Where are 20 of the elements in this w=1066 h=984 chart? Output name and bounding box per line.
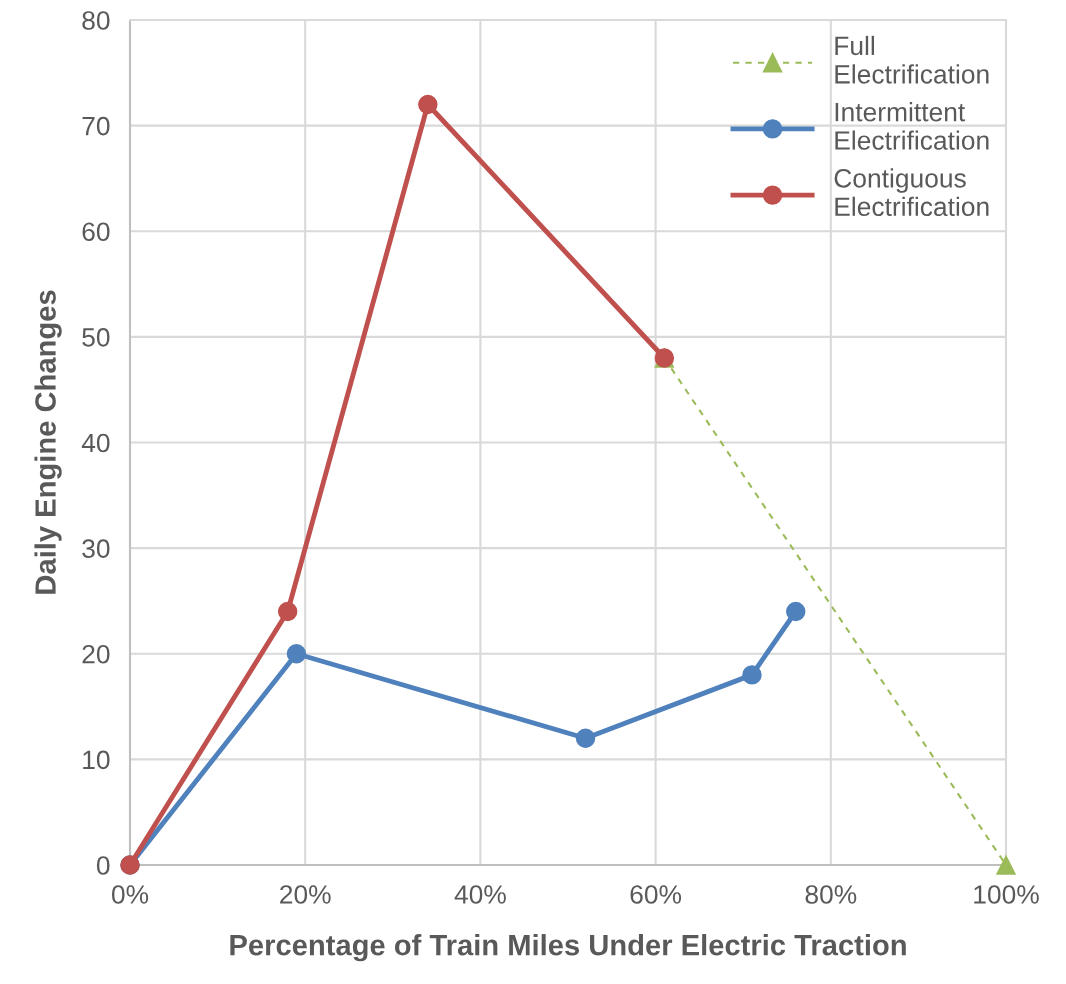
y-tick-label: 80: [82, 11, 110, 30]
y-tick-label: 60: [82, 222, 110, 242]
x-tick-label: 100%: [974, 885, 1039, 904]
y-tick-label: 70: [82, 116, 110, 136]
x-tick-label: 60%: [630, 885, 682, 904]
y-axis-title: Daily Engine Changes: [34, 290, 62, 594]
y-tick-label: 0: [96, 856, 110, 875]
y-tick-label: 40: [81, 433, 110, 453]
legend-label: Contiguous Electrification: [834, 168, 989, 217]
x-tick-label: 0%: [111, 885, 149, 904]
y-tick-label: 30: [82, 539, 110, 558]
y-tick-label: 10: [83, 750, 110, 770]
y-tick-label: 20: [82, 644, 110, 664]
y-tick-label: 50: [82, 328, 110, 347]
x-tick-label: 40%: [454, 885, 506, 904]
legend-label: Intermittent Electrification: [835, 102, 989, 150]
x-tick-label: 80%: [805, 885, 857, 904]
x-axis-title: Percentage of Train Miles Under Electric Traction: [230, 934, 906, 962]
x-tick-label: 20%: [280, 885, 331, 904]
legend-label: Full Electrification: [835, 35, 989, 84]
